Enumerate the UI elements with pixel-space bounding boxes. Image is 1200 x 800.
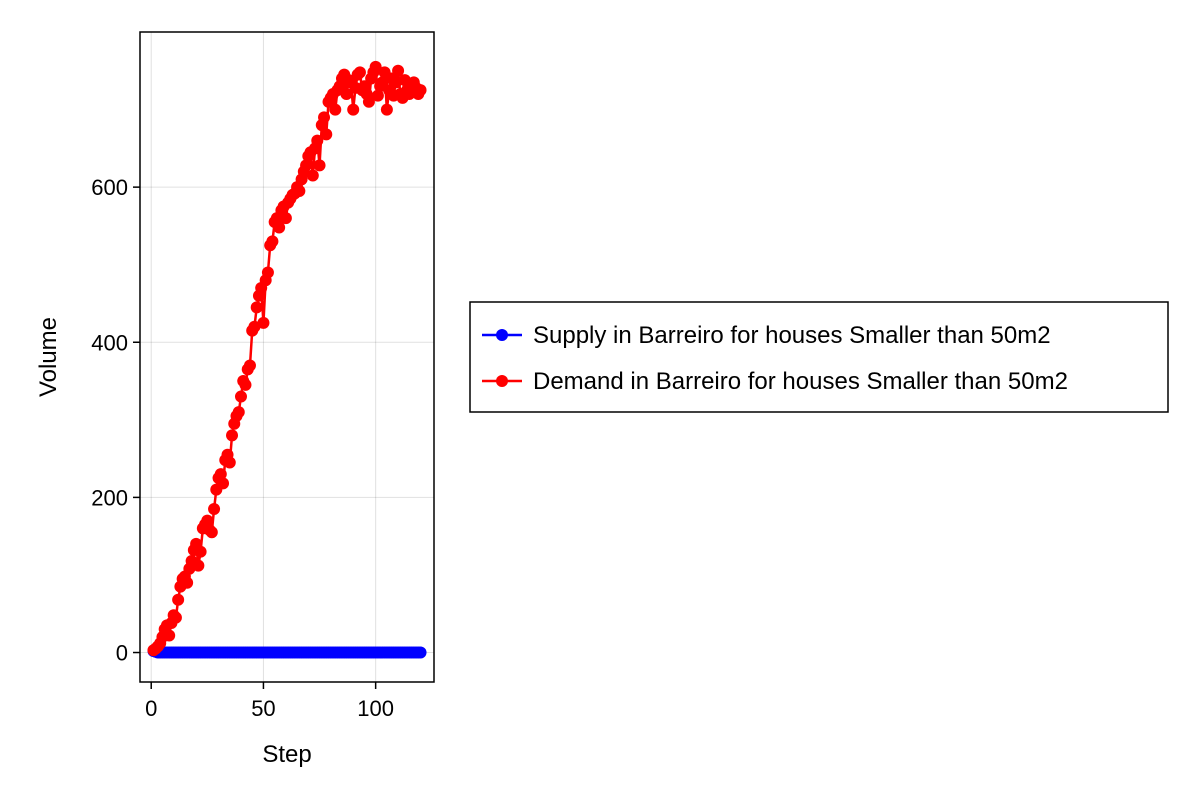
data-point-demand <box>172 593 185 606</box>
data-point-demand <box>329 103 342 116</box>
data-point-supply <box>414 646 427 659</box>
data-point-demand <box>250 301 263 314</box>
data-point-demand <box>300 159 313 172</box>
data-point-demand <box>389 76 402 89</box>
data-point-demand <box>217 477 230 490</box>
data-point-demand <box>320 128 333 141</box>
data-point-demand <box>248 320 261 333</box>
y-tick-label-400: 400 <box>91 330 128 355</box>
x-tick-label-0: 0 <box>145 696 157 721</box>
legend-box <box>469 301 1169 413</box>
x-tick-label-100: 100 <box>357 696 394 721</box>
data-point-demand <box>347 103 360 116</box>
legend-entry-demand: Demand in Barreiro for houses Smaller th… <box>482 368 1068 395</box>
legend-label-supply: Supply in Barreiro for houses Smaller th… <box>533 322 1051 349</box>
data-point-demand <box>414 84 427 97</box>
data-point-demand <box>353 66 366 79</box>
legend-swatch-marker-demand <box>496 375 508 387</box>
legend-entry-supply: Supply in Barreiro for houses Smaller th… <box>482 322 1051 349</box>
data-point-demand <box>223 456 236 469</box>
legend-swatch-marker-supply <box>496 329 508 341</box>
data-point-demand <box>369 60 382 73</box>
data-point-demand <box>371 89 384 102</box>
y-tick-label-200: 200 <box>91 485 128 510</box>
data-point-demand <box>311 134 324 147</box>
data-point-demand <box>226 429 239 442</box>
data-point-demand <box>205 526 218 539</box>
data-point-demand <box>192 559 205 572</box>
data-point-demand <box>362 95 375 108</box>
data-point-demand <box>239 378 252 391</box>
data-point-demand <box>181 576 194 589</box>
data-point-demand <box>273 221 286 234</box>
legend: Supply in Barreiro for houses Smaller th… <box>469 301 1169 413</box>
y-axis-label: Volume <box>35 317 62 397</box>
y-tick-label-600: 600 <box>91 175 128 200</box>
legend-label-demand: Demand in Barreiro for houses Smaller th… <box>533 368 1068 395</box>
data-point-demand <box>340 88 353 101</box>
data-point-demand <box>208 503 221 516</box>
data-point-demand <box>318 111 331 124</box>
axis-ticks: 0 50 100 0 200 400 600 <box>91 175 394 721</box>
data-point-demand <box>293 185 306 198</box>
data-point-demand <box>279 212 292 225</box>
data-point-demand <box>306 169 319 182</box>
data-point-demand <box>234 390 247 403</box>
plot-frame <box>139 31 435 683</box>
data-point-demand <box>266 235 279 248</box>
data-point-demand <box>380 103 393 116</box>
data-point-demand <box>243 359 256 372</box>
data-point-demand <box>214 468 227 481</box>
data-point-demand <box>201 514 214 527</box>
data-point-demand <box>257 316 270 329</box>
x-axis-label: Step <box>262 741 311 768</box>
data-point-demand <box>163 629 176 642</box>
data-point-demand <box>232 406 245 419</box>
x-tick-label-50: 50 <box>251 696 275 721</box>
data-point-demand <box>313 159 326 172</box>
data-point-demand <box>392 64 405 77</box>
plot-area <box>147 60 427 659</box>
data-point-demand <box>194 545 207 558</box>
data-point-demand <box>376 76 389 89</box>
y-tick-label-0: 0 <box>116 641 128 666</box>
data-point-demand <box>261 266 274 279</box>
data-point-demand <box>169 611 182 624</box>
